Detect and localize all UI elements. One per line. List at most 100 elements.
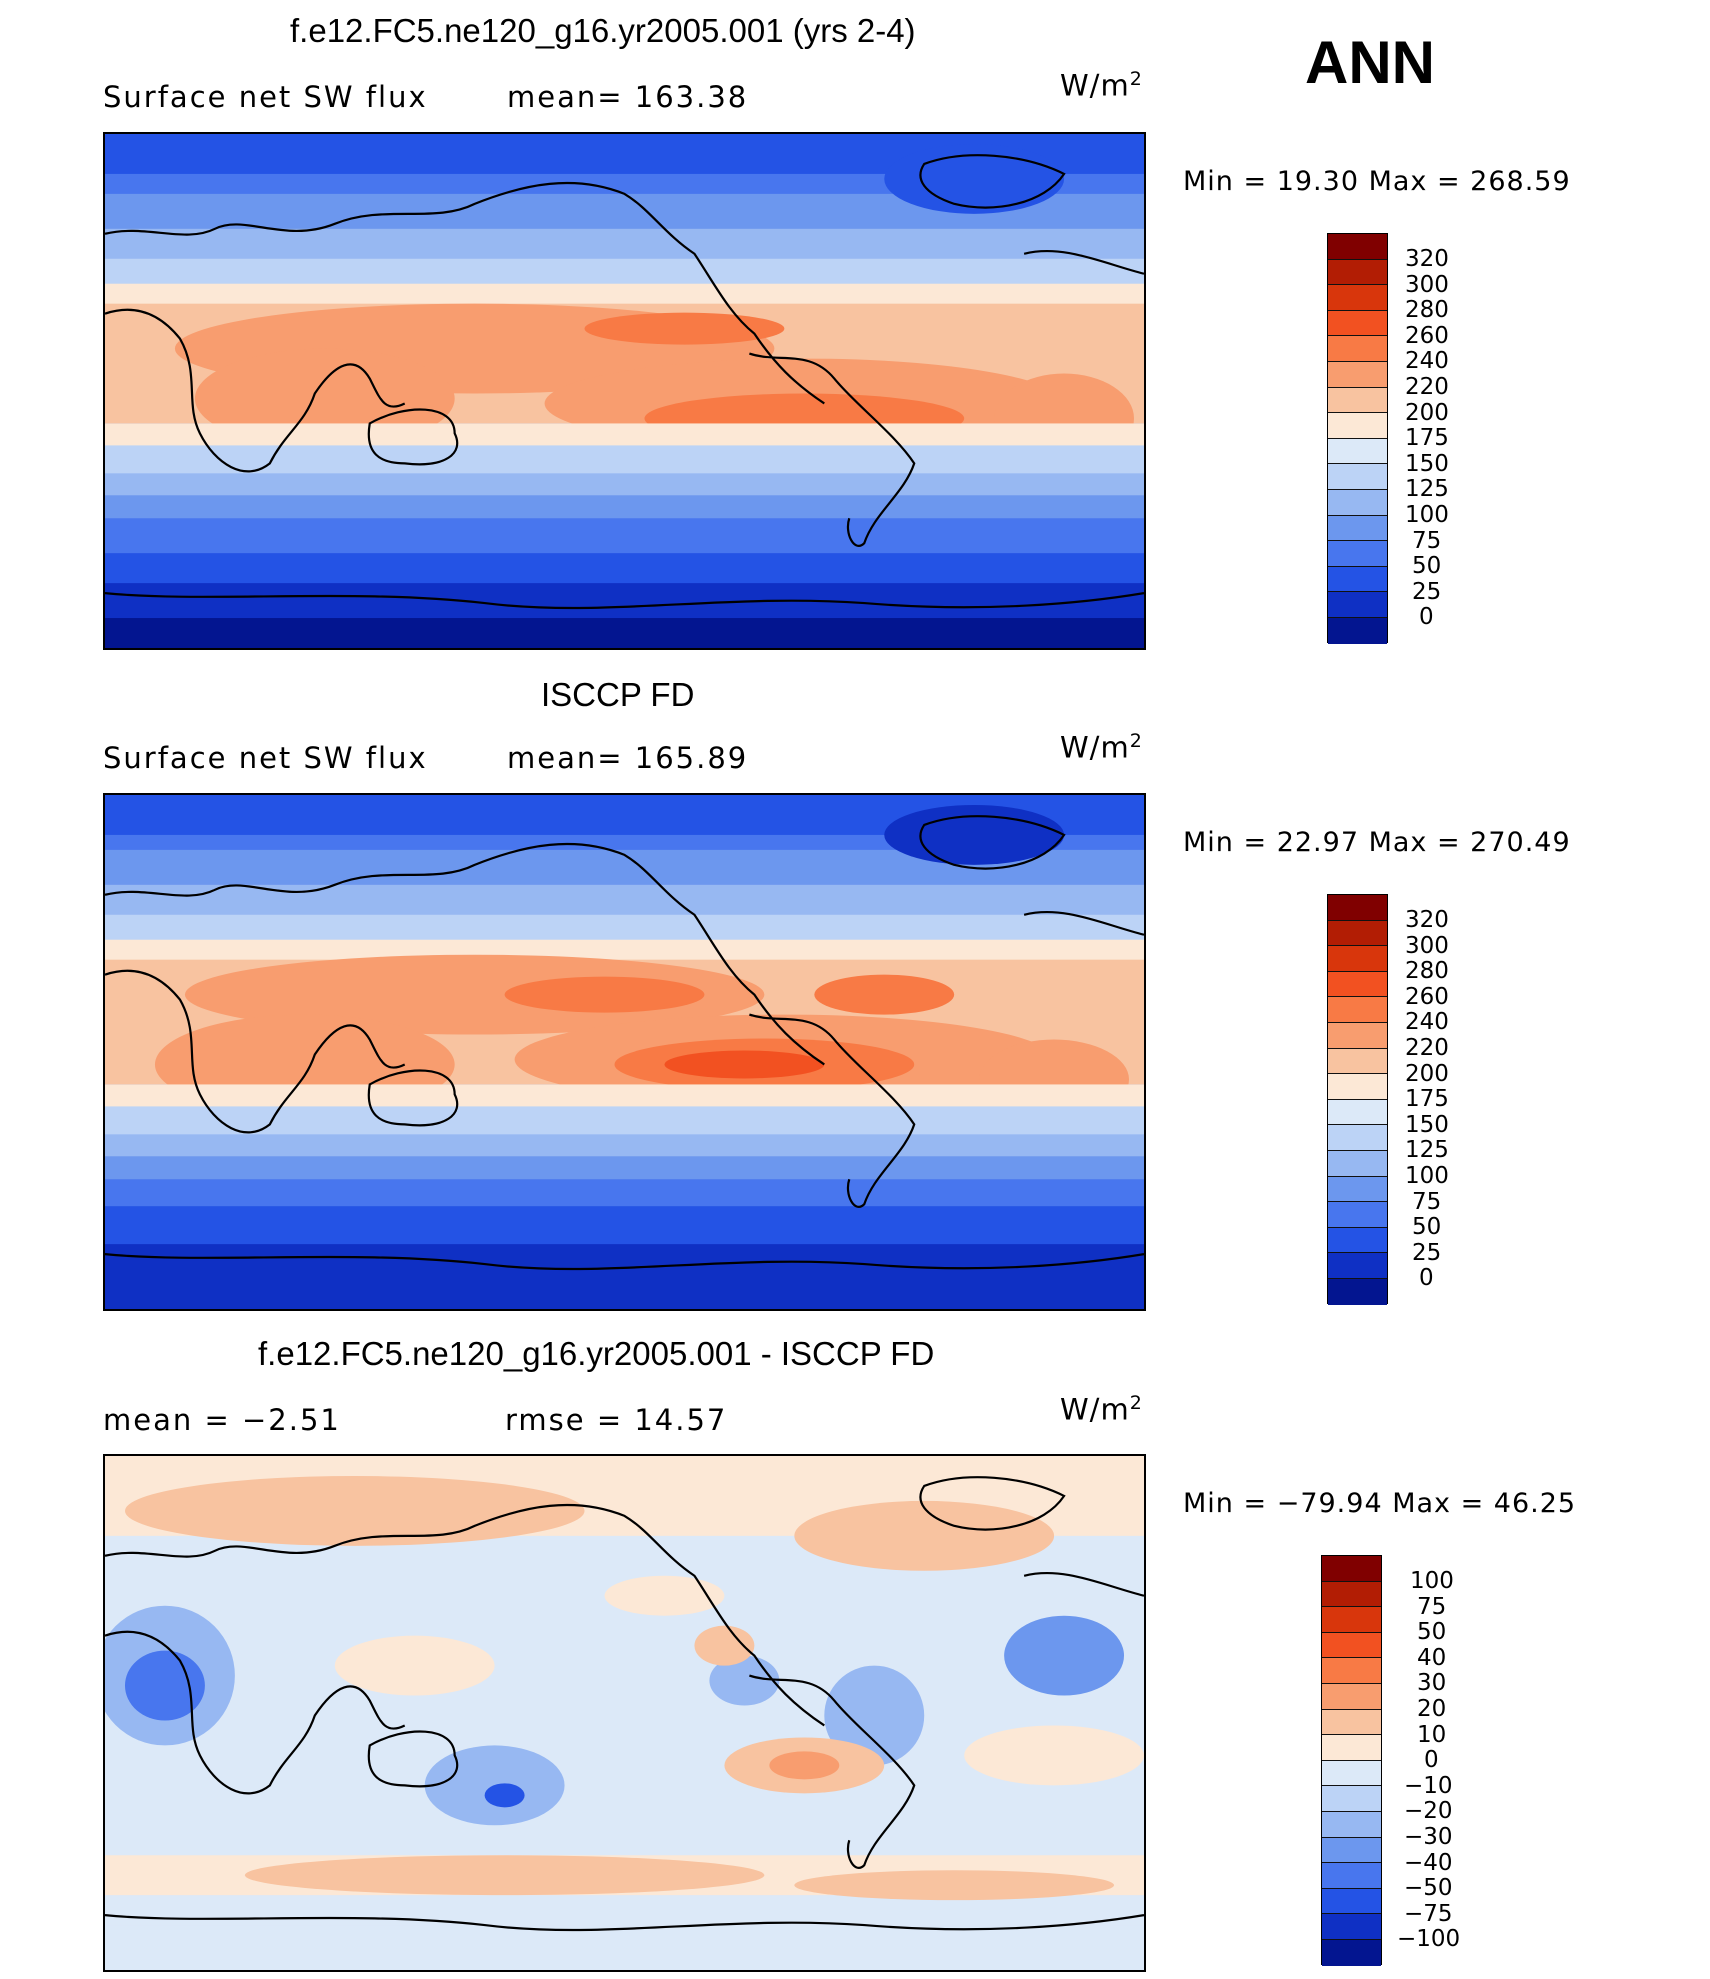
panel-2-colorbar-tick: 25 xyxy=(1412,1240,1442,1266)
panel-3-colorbar-swatch xyxy=(1322,1658,1381,1684)
panel-2-mean-label: mean= 165.89 xyxy=(507,741,749,775)
panel-3-colorbar-swatch xyxy=(1322,1914,1381,1940)
panel-2-colorbar-swatch xyxy=(1328,1125,1387,1151)
panel-2-colorbar-swatch xyxy=(1328,920,1387,947)
panel-1-colorbar-swatch xyxy=(1328,234,1387,260)
panel-1-colorbar-tick: 100 xyxy=(1405,502,1449,528)
panel-1-colorbar-tick: 150 xyxy=(1405,451,1449,477)
panel-3-colorbar-tick: 30 xyxy=(1417,1670,1447,1696)
panel-2-colorbar-tick: 100 xyxy=(1405,1163,1449,1189)
panel-2-colorbar-tick: 175 xyxy=(1405,1086,1449,1112)
panel-3-colorbar-tick: 75 xyxy=(1417,1594,1447,1620)
panel-3-colorbar-swatch xyxy=(1322,1837,1381,1864)
panel-1-colorbar-tick: 175 xyxy=(1405,425,1449,451)
panel-2-colorbar-swatch xyxy=(1328,997,1387,1023)
panel-2-colorbar-swatch xyxy=(1328,895,1387,921)
panel-1-colorbar-swatch xyxy=(1328,259,1387,286)
panel-3-colorbar-swatch xyxy=(1322,1607,1381,1633)
panel-1-colorbar-tick: 200 xyxy=(1405,400,1449,426)
panel-1-colorbar-tick: 260 xyxy=(1405,323,1449,349)
panel-2-colorbar-swatch xyxy=(1328,1074,1387,1100)
panel-2-colorbar-swatch xyxy=(1328,1150,1387,1177)
panel-3-units: W/m2 xyxy=(1060,1392,1143,1427)
panel-2-colorbar-swatch xyxy=(1328,1048,1387,1075)
panel-1-colorbar-tick: 75 xyxy=(1412,528,1442,554)
panel-1-map xyxy=(103,132,1146,650)
panel-2-variable-label: Surface net SW flux xyxy=(103,741,428,775)
panel-3-mean-label: mean = −2.51 xyxy=(103,1403,341,1437)
panel-2-colorbar-swatch xyxy=(1328,1022,1387,1049)
panel-1-colorbar-tick: 125 xyxy=(1405,476,1449,502)
panel-3-colorbar-swatch xyxy=(1322,1760,1381,1787)
panel-3-colorbar-swatch xyxy=(1322,1683,1381,1710)
panel-3-colorbar-tick: −50 xyxy=(1404,1875,1453,1901)
panel-1-colorbar-tick: 220 xyxy=(1405,374,1449,400)
panel-1-colorbar-tick: 0 xyxy=(1419,604,1434,630)
panel-2-colorbar-swatch xyxy=(1328,971,1387,998)
panel-1-colorbar-swatch xyxy=(1328,489,1387,516)
panel-3-colorbar-swatch xyxy=(1322,1735,1381,1761)
panel-3-colorbar-swatch xyxy=(1322,1939,1381,1966)
panel-2-colorbar-tick: 150 xyxy=(1405,1112,1449,1138)
panel-1-colorbar-swatch xyxy=(1328,592,1387,618)
panel-2-colorbar-tick: 200 xyxy=(1405,1061,1449,1087)
panel-1-colorbar-swatch xyxy=(1328,438,1387,465)
panel-3-colorbar-swatch xyxy=(1322,1581,1381,1608)
panel-3-colorbar-swatch xyxy=(1322,1709,1381,1736)
panel-2-units: W/m2 xyxy=(1060,730,1143,765)
panel-1-colorbar-tick: 25 xyxy=(1412,579,1442,605)
panel-1-colorbar-tick: 320 xyxy=(1405,246,1449,272)
panel-1-colorbar-swatch xyxy=(1328,310,1387,337)
panel-2-colorbar-tick: 240 xyxy=(1405,1009,1449,1035)
panel-2-colorbar-swatch xyxy=(1328,1278,1387,1305)
panel-3-colorbar-tick: 0 xyxy=(1424,1747,1439,1773)
panel-3-colorbar-tick: −40 xyxy=(1404,1850,1453,1876)
panel-2-title: ISCCP FD xyxy=(541,676,695,713)
panel-3-colorbar-tick: −20 xyxy=(1404,1798,1453,1824)
panel-3-colorbar-swatch xyxy=(1322,1811,1381,1838)
panel-1-colorbar-tick: 50 xyxy=(1412,553,1442,579)
panel-3-colorbar-tick: 20 xyxy=(1417,1696,1447,1722)
panel-1-colorbar-swatch xyxy=(1328,387,1387,414)
panel-2-colorbar-swatch xyxy=(1328,1202,1387,1228)
panel-2-minmax: Min = 22.97 Max = 270.49 xyxy=(1183,827,1571,858)
panel-3-colorbar-tick: −75 xyxy=(1404,1901,1453,1927)
panel-1-colorbar-swatch xyxy=(1328,464,1387,490)
panel-2-colorbar-swatch xyxy=(1328,1253,1387,1279)
panel-2-colorbar-swatch xyxy=(1328,1099,1387,1126)
panel-2-colorbar-tick: 0 xyxy=(1419,1265,1434,1291)
panel-3-colorbar-swatch xyxy=(1322,1556,1381,1582)
panel-2-colorbar-tick: 125 xyxy=(1405,1137,1449,1163)
season-label: ANN xyxy=(1305,29,1435,96)
panel-1-colorbar-swatch xyxy=(1328,336,1387,362)
panel-3-colorbar-tick: 40 xyxy=(1417,1645,1447,1671)
panel-1-minmax: Min = 19.30 Max = 268.59 xyxy=(1183,166,1571,197)
panel-3-colorbar-tick: 10 xyxy=(1417,1722,1447,1748)
panel-2-colorbar-tick: 280 xyxy=(1405,958,1449,984)
panel-2-colorbar-tick: 220 xyxy=(1405,1035,1449,1061)
panel-1-colorbar-swatch xyxy=(1328,413,1387,439)
panel-2-map xyxy=(103,793,1146,1311)
panel-3-rmse-label: rmse = 14.57 xyxy=(505,1403,728,1437)
panel-1-units: W/m2 xyxy=(1060,68,1143,103)
panel-1-variable-label: Surface net SW flux xyxy=(103,80,428,114)
panel-1-colorbar-swatch xyxy=(1328,617,1387,644)
panel-1-colorbar-swatch xyxy=(1328,285,1387,311)
panel-3-colorbar-tick: −100 xyxy=(1397,1926,1461,1952)
panel-3-minmax: Min = −79.94 Max = 46.25 xyxy=(1183,1488,1577,1519)
panel-3-colorbar-tick: 100 xyxy=(1410,1568,1454,1594)
panel-3-colorbar-swatch xyxy=(1322,1888,1381,1915)
panel-1-title: f.e12.FC5.ne120_g16.yr2005.001 (yrs 2-4) xyxy=(290,12,916,49)
panel-2-colorbar-tick: 75 xyxy=(1412,1189,1442,1215)
panel-2-colorbar-tick: 260 xyxy=(1405,984,1449,1010)
panel-2-colorbar-swatch xyxy=(1328,1227,1387,1254)
panel-3-colorbar-tick: −30 xyxy=(1404,1824,1453,1850)
panel-1-colorbar-swatch xyxy=(1328,566,1387,593)
panel-3-map xyxy=(103,1454,1146,1972)
panel-1-colorbar-tick: 300 xyxy=(1405,272,1449,298)
panel-1-mean-label: mean= 163.38 xyxy=(507,80,749,114)
panel-1-colorbar-swatch xyxy=(1328,361,1387,388)
panel-3-title: f.e12.FC5.ne120_g16.yr2005.001 - ISCCP F… xyxy=(258,1335,935,1372)
panel-2-colorbar-tick: 300 xyxy=(1405,933,1449,959)
panel-2-colorbar-swatch xyxy=(1328,1176,1387,1203)
